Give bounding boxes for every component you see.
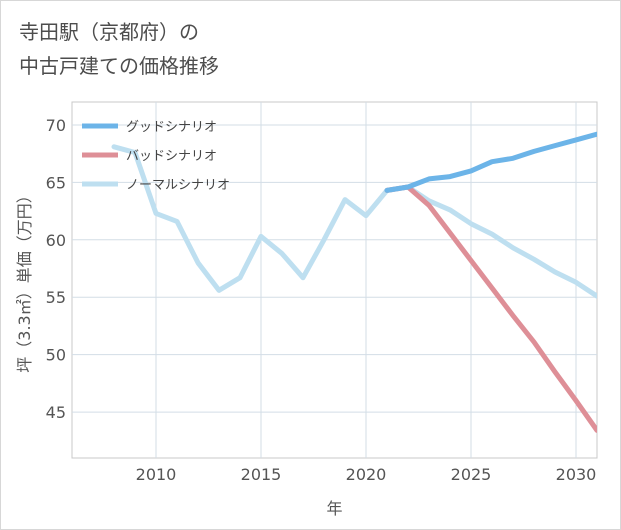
series-line-0 (384, 131, 597, 193)
series-lines (111, 131, 597, 433)
tick-labels: 2010 2015 2020 2025 2030 45 50 55 60 65 70 (46, 116, 597, 484)
x-axis-label: 年 (326, 499, 342, 518)
y-axis-label: 坪（3.3㎡）単価（万円） (15, 187, 34, 372)
legend-label: バッドシナリオ (126, 149, 217, 164)
legend-label: グッドシナリオ (126, 120, 217, 135)
grid-lines (72, 102, 597, 458)
series-line-2 (111, 144, 597, 299)
y-tick-label: 45 (46, 403, 66, 422)
x-tick-label: 2025 (451, 465, 492, 484)
y-tick-label: 50 (46, 346, 66, 365)
y-tick-label: 55 (46, 288, 66, 307)
y-tick-label: 70 (46, 116, 66, 135)
series-line-1 (384, 184, 597, 433)
y-tick-label: 60 (46, 231, 66, 250)
y-tick-label: 65 (46, 173, 66, 192)
chart-title: 寺田駅（京都府）の 中古戸建ての価格推移 (19, 15, 219, 83)
x-tick-label: 2010 (136, 465, 177, 484)
legend-label: ノーマルシナリオ (126, 178, 230, 193)
x-tick-label: 2020 (346, 465, 387, 484)
x-tick-label: 2030 (556, 465, 597, 484)
title-line-1: 寺田駅（京都府）の (19, 20, 199, 44)
title-line-2: 中古戸建ての価格推移 (19, 54, 219, 78)
x-tick-label: 2015 (241, 465, 282, 484)
